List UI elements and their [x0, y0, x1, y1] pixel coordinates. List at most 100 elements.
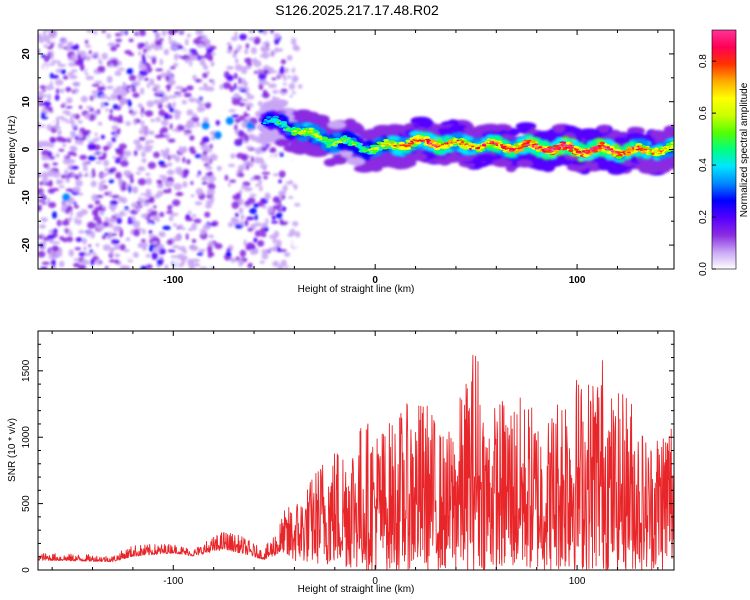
ridge-point [609, 145, 615, 149]
noise-speck [65, 208, 70, 215]
noise-speck [38, 140, 45, 148]
noise-speck [80, 95, 88, 103]
noise-speck [44, 55, 50, 63]
noise-speck [274, 37, 279, 45]
noise-speck [68, 120, 76, 124]
noise-speck [148, 246, 154, 252]
noise-speck [229, 179, 237, 183]
ridge-point [327, 120, 346, 129]
noise-speck [264, 193, 271, 200]
ridge-point [467, 144, 472, 147]
noise-speck [258, 179, 263, 186]
noise-speck [270, 30, 274, 34]
noise-speck [98, 204, 103, 211]
noise-speck [116, 86, 123, 90]
noise-speck [92, 252, 97, 256]
ridge-point [669, 146, 674, 149]
noise-speck [140, 238, 146, 243]
noise-speck [87, 171, 92, 178]
ridge-point [512, 146, 516, 149]
noise-speck [234, 124, 238, 132]
noise-speck [119, 89, 128, 97]
noise-speck [132, 188, 138, 192]
noise-speck [106, 75, 113, 84]
noise-speck [168, 216, 174, 222]
noise-speck [145, 253, 151, 258]
noise-speck [260, 232, 267, 238]
ridge-point [267, 99, 287, 108]
ridge-point [294, 122, 302, 128]
ridge-point [574, 148, 578, 151]
noise-speck [87, 142, 96, 150]
noise-speck [98, 58, 102, 65]
noise-speck [198, 87, 205, 91]
ridge-point [500, 144, 504, 146]
ridge-point [660, 149, 663, 151]
noise-speck [38, 235, 43, 239]
ridge-point [654, 147, 659, 151]
noise-speck [182, 156, 186, 164]
ridge-point [346, 157, 365, 166]
noise-speck [144, 110, 154, 117]
ridge-point [594, 146, 598, 148]
noise-speck [281, 88, 288, 93]
noise-speck [172, 199, 181, 207]
ridge-point [314, 132, 319, 135]
noise-speck [258, 30, 265, 33]
ridge-point [547, 148, 551, 151]
noise-speck [110, 93, 118, 101]
noise-speck [183, 129, 193, 134]
ridge-point [329, 143, 333, 146]
ridge-point [544, 148, 548, 151]
noise-speck [192, 113, 197, 118]
noise-speck [189, 135, 195, 141]
noise-speck [133, 229, 141, 237]
noise-speck [146, 45, 152, 51]
noise-speck [286, 54, 293, 61]
noise-speck [242, 181, 251, 187]
noise-speck [110, 167, 117, 173]
top-y-tick-label: -10 [21, 190, 32, 205]
noise-speck [169, 66, 176, 70]
spectrogram-plot [38, 30, 674, 269]
noise-speck [40, 124, 46, 128]
top-y-tick-label: 0 [21, 146, 32, 152]
noise-speck [128, 74, 137, 82]
ridge-point [358, 142, 364, 146]
noise-speck [231, 114, 239, 118]
noise-speck [198, 55, 207, 59]
noise-speck [273, 173, 279, 177]
noise-speck [230, 153, 236, 159]
top-x-tick-label: -100 [163, 275, 183, 286]
noise-speck [80, 170, 87, 175]
noise-speck [155, 68, 164, 72]
noise-speck [96, 194, 104, 199]
ridge-point [529, 144, 533, 147]
noise-speck [158, 160, 166, 166]
noise-speck [239, 33, 247, 41]
noise-speck [288, 174, 292, 178]
noise-speck [297, 240, 301, 248]
bottom-x-axis-label: Height of straight line (km) [298, 584, 415, 595]
ridge-point [283, 144, 305, 153]
noise-speck [138, 50, 142, 56]
noise-speck [62, 143, 67, 148]
noise-speck [108, 217, 117, 223]
noise-speck [259, 260, 265, 264]
noise-speck [201, 176, 207, 181]
noise-speck [75, 237, 83, 243]
noise-speck [50, 118, 58, 126]
ridge-point [639, 149, 644, 151]
noise-speck [294, 203, 301, 207]
noise-speck [115, 148, 124, 156]
noise-speck [169, 95, 173, 99]
noise-speck [197, 170, 201, 176]
noise-speck [58, 148, 65, 152]
noise-speck [283, 78, 287, 81]
noise-speck [40, 217, 48, 223]
ridge-point [525, 142, 530, 145]
ridge-point [492, 159, 513, 168]
noise-speck [143, 128, 150, 133]
noise-speck [99, 86, 104, 91]
noise-speck [235, 212, 239, 218]
